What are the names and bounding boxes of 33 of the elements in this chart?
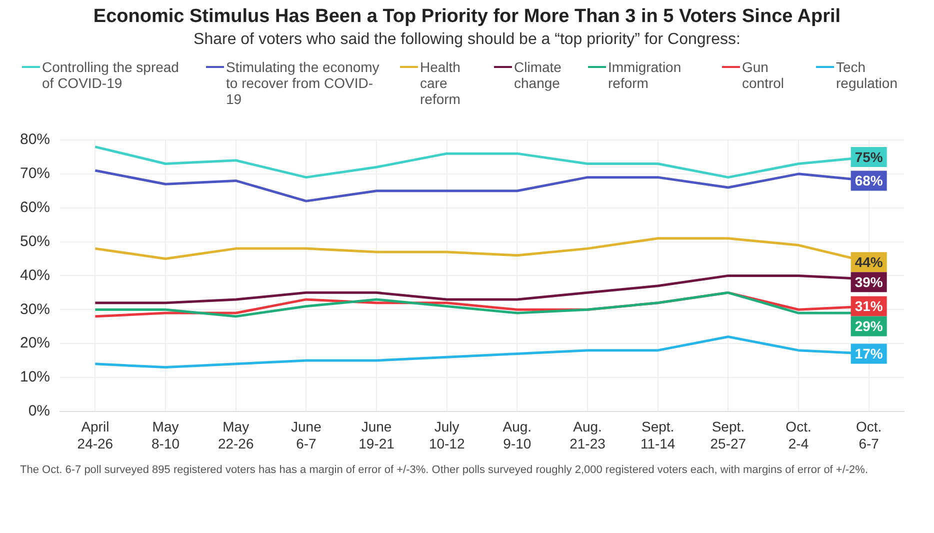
chart-subtitle: Share of voters who said the following should be a “top priority” for Congress: (192, 31, 742, 49)
data-label: 29% (854, 318, 884, 334)
x-tick-label: May 8-10 (152, 418, 180, 452)
y-tick-label: 70% (20, 165, 50, 182)
y-tick-label: 20% (20, 334, 50, 352)
x-tick-label: July 10-12 (428, 418, 465, 452)
legend-label: Stimulating the economy to recover from COVID-19 (226, 59, 380, 107)
x-tick-label: Sept. 11-14 (640, 418, 676, 452)
legend-label: Climate change (514, 59, 562, 91)
legend-label: Health care reform (420, 59, 462, 107)
y-tick-label: 50% (20, 232, 50, 250)
y-tick-label: 60% (20, 198, 50, 216)
data-label: 39% (854, 274, 884, 290)
x-tick-label: June 19-21 (358, 418, 395, 452)
x-tick-label: June 6-7 (291, 418, 322, 452)
x-tick-label: Sept. 25-27 (710, 418, 746, 452)
y-tick-label: 80% (20, 131, 50, 148)
x-tick-label: Oct. 6-7 (856, 418, 882, 452)
legend-label: Tech regulation (836, 59, 898, 91)
legend-label: Gun control (742, 59, 786, 91)
y-tick-label: 40% (20, 266, 50, 284)
text: The Oct. 6-7 poll surveyed 895 registered voters has has a margin of error of +/-3%. Other polls surveyed roughly 2,000 registered voters each, with margins of error of +/-2%. (20, 463, 870, 477)
x-tick-label: Aug. 9-10 (502, 418, 532, 452)
legend-label: Immigration reform (608, 59, 682, 91)
x-tick-label: Oct. 2-4 (786, 418, 812, 452)
y-tick-label: 30% (20, 300, 50, 318)
legend-label: Controlling the spread of COVID-19 (42, 59, 180, 91)
x-tick-label: April 24-26 (77, 418, 114, 452)
y-tick-label: 0% (28, 402, 50, 420)
chart-title: Economic Stimulus Has Been a Top Priority for More Than 3 in 5 Voters Since April (92, 6, 842, 28)
x-tick-label: May 22-26 (218, 418, 254, 452)
x-tick-label: Aug. 21-23 (570, 418, 606, 452)
y-tick-label: 10% (20, 368, 50, 386)
